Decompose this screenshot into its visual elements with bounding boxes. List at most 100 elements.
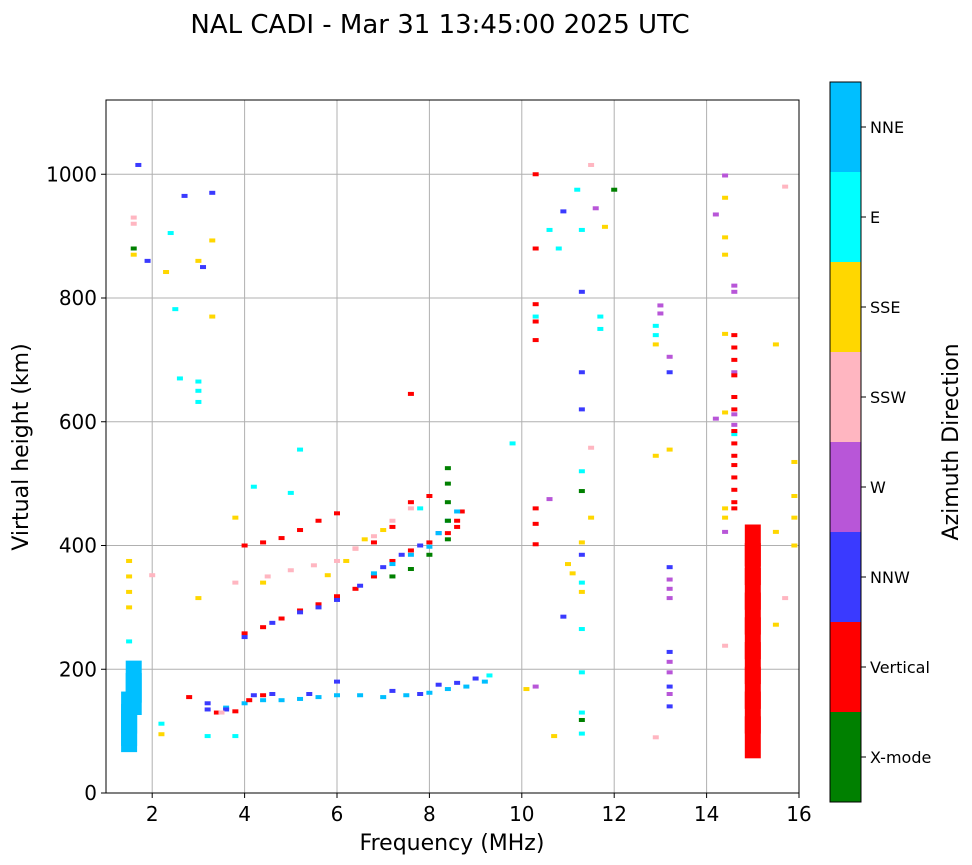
data-point [666, 596, 673, 601]
data-point [486, 673, 493, 678]
data-point [352, 546, 359, 551]
data-point [181, 193, 188, 198]
data-point [592, 206, 599, 211]
data-point [444, 537, 451, 542]
data-point [223, 707, 230, 712]
data-point [578, 589, 585, 594]
data-point [444, 531, 451, 536]
data-point [560, 209, 567, 214]
data-point [213, 710, 220, 715]
data-point [454, 518, 461, 523]
data-point [195, 379, 202, 384]
data-point [731, 441, 738, 446]
data-point [772, 342, 779, 347]
data-point [731, 506, 738, 511]
data-point [578, 370, 585, 375]
data-point [324, 573, 331, 578]
data-point [204, 707, 211, 712]
data-point [560, 614, 567, 619]
data-point [380, 695, 387, 700]
data-point [209, 190, 216, 195]
data-point [666, 684, 673, 689]
data-point [657, 311, 664, 316]
data-point [463, 684, 470, 689]
data-point [260, 693, 267, 698]
data-point [126, 605, 133, 610]
data-point [666, 659, 673, 664]
data-point [130, 252, 137, 257]
data-point [250, 484, 257, 489]
data-point [370, 574, 377, 579]
colorbar-segment [830, 442, 861, 532]
data-point [454, 680, 461, 685]
data-point [334, 679, 340, 684]
data-point [389, 558, 396, 563]
data-point [731, 407, 738, 412]
colorbar-label: E [870, 208, 880, 227]
data-point [163, 270, 170, 275]
colorbar-segment [830, 262, 861, 352]
data-point [130, 215, 137, 220]
data-marks [121, 162, 798, 759]
data-point [657, 303, 664, 308]
data-point [278, 616, 285, 621]
data-point [297, 696, 304, 701]
data-point [722, 410, 729, 415]
x-tick-label: 16 [786, 802, 811, 826]
data-point [158, 732, 165, 737]
data-point [149, 573, 156, 578]
data-point [578, 580, 585, 585]
data-point [578, 489, 585, 494]
data-point [472, 676, 479, 681]
data-point [186, 695, 193, 700]
data-point [417, 692, 424, 696]
data-point [666, 370, 673, 375]
data-point [578, 469, 585, 474]
colorbar-segment [830, 622, 861, 712]
data-point [601, 224, 608, 229]
colorbar-label: SSW [870, 388, 906, 407]
colorbar-label: NNE [870, 118, 904, 137]
data-point [597, 314, 604, 319]
data-point [546, 227, 553, 232]
series-group [241, 509, 465, 636]
data-point [343, 558, 350, 563]
data-point [126, 639, 133, 644]
data-point [246, 698, 253, 703]
data-point [204, 734, 211, 739]
data-point [260, 625, 267, 630]
data-point [370, 571, 377, 576]
series-group [264, 506, 414, 579]
data-point [195, 388, 202, 393]
data-point [426, 494, 433, 498]
data-point [532, 172, 539, 177]
data-point [712, 416, 719, 421]
series-group [744, 524, 761, 759]
colorbar-segment [830, 712, 861, 802]
series-group [126, 195, 798, 739]
data-point [731, 475, 738, 480]
data-point [731, 422, 738, 427]
data-point [204, 701, 211, 706]
data-point [135, 162, 142, 167]
data-point [782, 184, 789, 189]
data-point [569, 571, 576, 576]
data-point [731, 345, 738, 350]
data-point [269, 620, 276, 625]
data-point [722, 331, 729, 336]
data-point [481, 679, 488, 684]
data-point [158, 721, 165, 726]
data-point [652, 735, 659, 740]
series-group [223, 679, 488, 710]
data-point [444, 518, 451, 523]
data-point [731, 289, 738, 294]
data-point [666, 354, 673, 359]
data-point [403, 693, 410, 698]
data-point [241, 631, 248, 636]
data-point [532, 314, 539, 319]
data-point [458, 509, 465, 514]
data-point [611, 187, 618, 192]
x-tick-label: 8 [423, 802, 436, 826]
data-point [334, 597, 340, 602]
